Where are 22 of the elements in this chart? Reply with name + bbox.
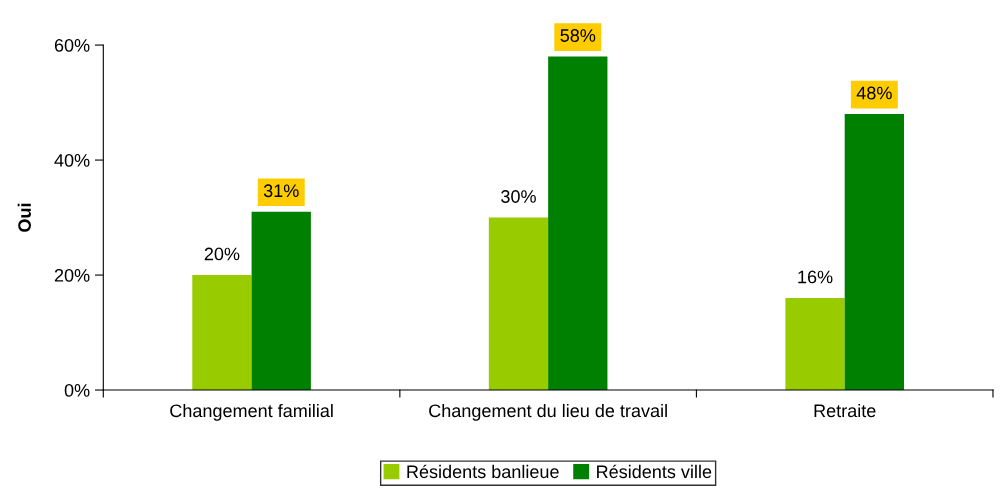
y-tick-label: 0% [64,383,90,397]
x-tick-label: Changement familial [170,403,333,421]
y-tick-label: 20% [54,268,90,282]
data-label: 20% [204,247,240,261]
data-label: 48% [856,86,892,100]
data-label: 30% [501,190,536,203]
bar [488,217,549,391]
bar [785,298,845,391]
bar [548,56,608,391]
y-axis-title: Oui [17,203,31,232]
x-tick-label: Changement du lieu de travail [429,403,667,421]
data-label: 31% [263,184,299,198]
bar [844,114,904,391]
legend-label: Résidents banlieue [407,464,559,479]
x-tick-label: Retraite [814,403,876,418]
data-label: 58% [560,29,596,42]
legend-label: Résidents ville [597,464,712,479]
bar [251,211,311,391]
bar [192,275,252,391]
y-tick-label: 60% [54,39,90,52]
y-tick-label: 40% [54,154,90,167]
data-label: 16% [798,270,833,284]
